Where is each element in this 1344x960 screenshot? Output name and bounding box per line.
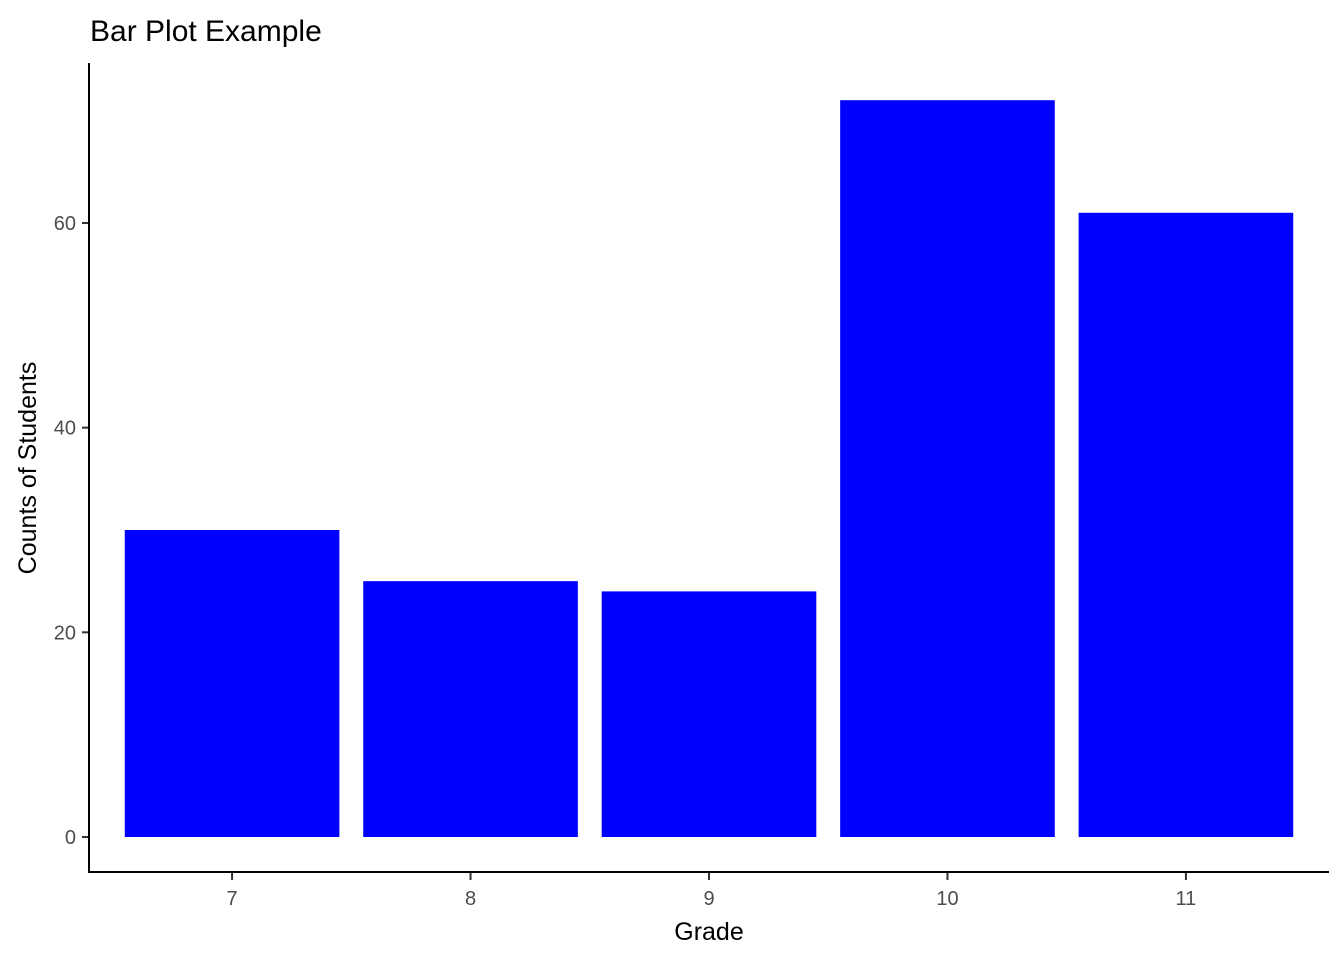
y-tick-label: 60 [54, 213, 76, 235]
bar-grade-11 [1078, 212, 1294, 837]
y-ticks-group: 0 20 40 60 [54, 213, 88, 849]
x-axis-title: Grade [674, 918, 743, 946]
y-tick-label: 0 [65, 827, 76, 849]
x-tick-label: 10 [936, 888, 958, 910]
x-tick-label: 9 [703, 888, 714, 910]
x-ticks-group: 7 8 9 10 11 [227, 873, 1197, 910]
bar-grade-7 [124, 530, 340, 837]
bar-grade-8 [363, 581, 578, 837]
x-tick-label: 8 [465, 888, 476, 910]
x-tick-label: 11 [1176, 888, 1197, 910]
y-axis-title: Counts of Students [14, 362, 42, 575]
chart-title: Bar Plot Example [90, 15, 322, 48]
y-tick-label: 20 [54, 622, 76, 644]
bars-group [124, 100, 1294, 837]
x-tick-label: 7 [227, 888, 238, 910]
bar-grade-9 [601, 591, 817, 837]
bar-grade-10 [840, 100, 1055, 837]
y-tick-label: 40 [54, 418, 76, 440]
